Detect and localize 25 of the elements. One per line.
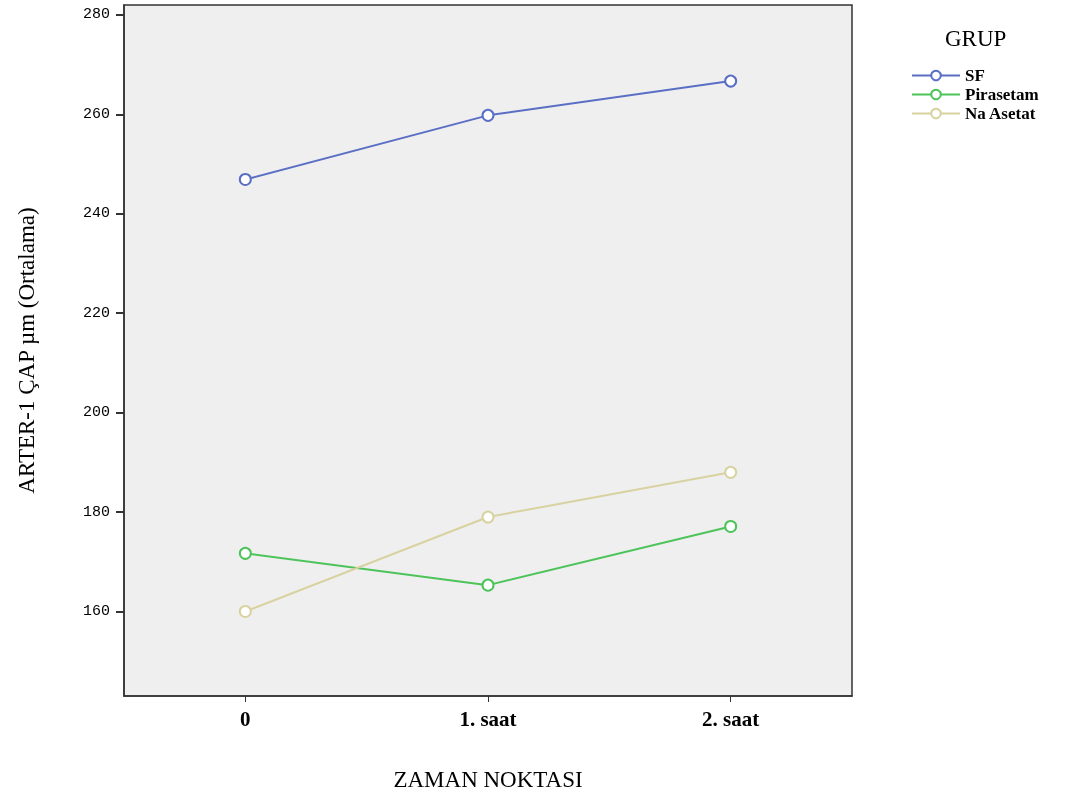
legend-label: Pirasetam bbox=[965, 85, 1039, 104]
y-tick-label: 280 bbox=[82, 6, 110, 24]
point bbox=[724, 519, 738, 533]
legend-label: SF bbox=[965, 66, 985, 85]
legend-label: Na Asetat bbox=[965, 104, 1036, 123]
x-tick-label: 1. saat bbox=[459, 706, 517, 731]
y-tick-label: 240 bbox=[82, 205, 110, 223]
point bbox=[238, 604, 252, 618]
y-tick-label: 180 bbox=[82, 503, 110, 521]
point bbox=[238, 546, 252, 560]
legend-title: GRUP bbox=[945, 26, 1007, 51]
y-tick-label: 260 bbox=[82, 105, 110, 123]
point bbox=[481, 108, 495, 122]
point bbox=[481, 510, 495, 524]
y-axis-title: ARTER-1 ÇAP µm (Ortalama) bbox=[14, 207, 39, 494]
point bbox=[481, 578, 495, 592]
x-axis-title: ZAMAN NOKTASI bbox=[393, 767, 583, 792]
y-tick-label: 200 bbox=[82, 404, 110, 422]
point bbox=[724, 74, 738, 88]
y-tick-label: 220 bbox=[82, 304, 110, 322]
x-tick-label: 2. saat bbox=[702, 706, 760, 731]
point bbox=[724, 465, 738, 479]
y-tick-label: 160 bbox=[82, 602, 110, 620]
point bbox=[238, 172, 252, 186]
x-tick-label: 0 bbox=[240, 706, 251, 731]
